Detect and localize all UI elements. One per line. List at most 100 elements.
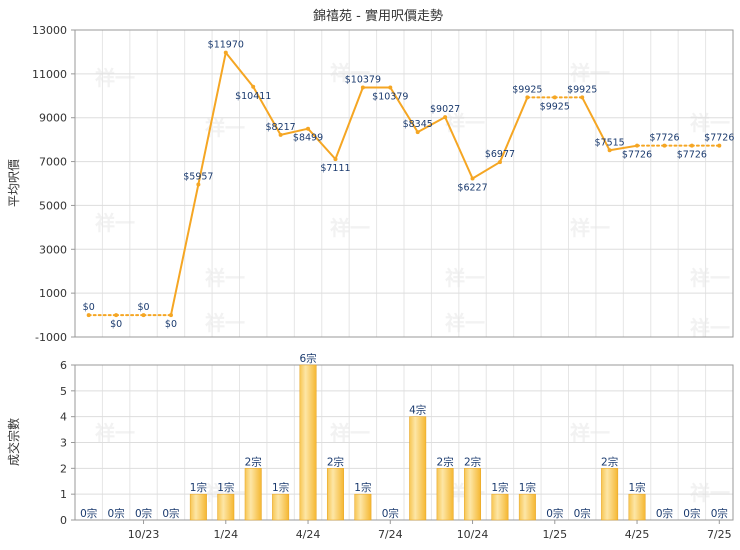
price-line-segment [416, 116, 447, 134]
price-data-label: $7515 [595, 137, 625, 148]
volume-y-tick-label: 3 [60, 437, 67, 450]
price-data-label: $10411 [235, 91, 271, 102]
price-line-segment [608, 144, 639, 152]
price-data-labels: $0 $0 $0 $0 $5957 $11970 $10411 $8217$8499 $7111… [83, 40, 735, 330]
price-point [333, 157, 338, 162]
watermark-text: 祥一 [570, 61, 610, 85]
price-data-label: $8499 [293, 133, 323, 144]
volume-data-label: 1宗 [190, 481, 207, 494]
price-line-segment [334, 86, 364, 161]
volume-data-label: 0宗 [656, 507, 673, 520]
volume-data-label: 2宗 [437, 455, 454, 468]
watermark-text: 祥一 [330, 216, 370, 240]
price-point [168, 313, 173, 318]
price-line-segment [197, 51, 227, 186]
price-point [635, 143, 640, 148]
price-line-segment [224, 51, 255, 88]
price-point [278, 132, 283, 137]
volume-bar [409, 416, 427, 521]
price-data-label: $7726 [704, 133, 734, 144]
price-point [552, 95, 557, 100]
volume-data-label: 0宗 [162, 507, 179, 520]
volume-y-tick-label: 2 [60, 462, 67, 475]
price-point [415, 130, 420, 135]
x-tick-label: 1/25 [542, 528, 567, 541]
volume-data-label: 0宗 [711, 507, 728, 520]
price-y-tick-label: 7000 [39, 156, 67, 169]
volume-data-label: 1宗 [519, 481, 536, 494]
price-line-segment [252, 85, 282, 136]
volume-y-tick-label: 5 [60, 385, 67, 398]
volume-y-tick-label: 4 [60, 411, 67, 424]
watermark-text: 祥一 [95, 421, 135, 445]
volume-data-label: 1宗 [628, 481, 645, 494]
price-data-label: $5957 [183, 171, 213, 182]
watermark-text: 祥一 [95, 211, 135, 235]
volume-data-label: 0宗 [108, 507, 125, 520]
price-points [86, 50, 722, 318]
price-data-label: $0 [83, 302, 95, 313]
price-y-tick-label: 5000 [39, 199, 67, 212]
price-line-segment [444, 116, 474, 180]
watermark-text: 祥一 [690, 316, 730, 340]
volume-data-label: 6宗 [299, 352, 316, 365]
price-y-tick-label: 3000 [39, 243, 67, 256]
price-point [360, 85, 365, 90]
price-data-label: $10379 [345, 74, 381, 85]
volume-y-tick-label: 6 [60, 359, 67, 372]
price-line-segment [307, 127, 337, 161]
volume-bar [436, 468, 454, 521]
x-tick-label: 7/25 [707, 528, 732, 541]
volume-data-label: 1宗 [354, 481, 371, 494]
price-line-segment [169, 183, 200, 317]
price-y-tick-label: -1000 [35, 331, 67, 344]
price-gridlines [75, 29, 733, 338]
volume-bar [491, 493, 509, 521]
price-y-axis: -1000 1000 3000 5000 7000 9000 11000 13000 [32, 24, 75, 344]
price-plot-frame [74, 29, 734, 338]
volume-data-label: 0宗 [574, 507, 591, 520]
volume-bar [272, 493, 290, 521]
volume-data-label: 2宗 [327, 455, 344, 468]
price-data-label: $7726 [677, 150, 707, 161]
price-point [497, 160, 502, 165]
volume-data-label: 2宗 [601, 455, 618, 468]
volume-data-label: 1宗 [491, 481, 508, 494]
price-point [717, 143, 722, 148]
price-y-tick-label: 13000 [32, 24, 67, 37]
volume-data-label: 0宗 [683, 507, 700, 520]
volume-y-axis: 0 1 2 3 4 5 6 [60, 359, 75, 527]
price-data-label: $9925 [567, 84, 597, 95]
price-y-tick-label: 9000 [39, 112, 67, 125]
volume-bar [189, 493, 207, 521]
volume-bar [518, 493, 536, 521]
price-data-label: $9925 [540, 101, 570, 112]
watermark-text: 祥一 [330, 61, 370, 85]
price-line [87, 51, 721, 317]
watermark-text: 祥一 [690, 111, 730, 135]
volume-bar [217, 493, 235, 521]
price-point [86, 313, 91, 318]
price-data-label: $8345 [403, 119, 433, 130]
price-line-segment [581, 96, 611, 152]
price-data-label: $7111 [320, 163, 350, 174]
volume-data-label: 2宗 [464, 455, 481, 468]
price-data-label: $10379 [372, 91, 408, 102]
price-line-segment [498, 96, 529, 164]
price-data-label: $11970 [208, 40, 244, 51]
price-data-label: $6977 [485, 149, 515, 160]
volume-y-axis-label: 成交宗數 [6, 418, 21, 466]
price-point [580, 95, 585, 100]
volume-bar [628, 493, 646, 521]
volume-bar [601, 468, 619, 521]
volume-data-label: 1宗 [217, 481, 234, 494]
x-tick-label: 10/24 [457, 528, 489, 541]
watermark-text: 祥一 [330, 421, 370, 445]
price-data-label: $7726 [649, 133, 679, 144]
price-point [114, 313, 119, 318]
price-data-label: $6227 [457, 183, 487, 194]
volume-bar [244, 468, 262, 521]
watermark-text: 祥一 [690, 266, 730, 290]
watermark-text: 祥一 [690, 481, 730, 505]
